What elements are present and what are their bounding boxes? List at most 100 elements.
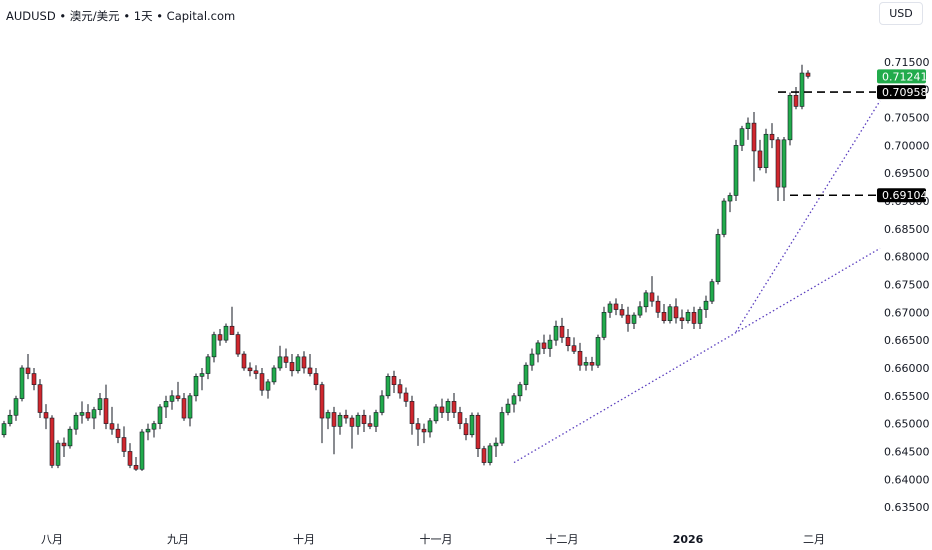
candle-body	[757, 150, 763, 168]
candle-body	[451, 401, 457, 413]
candle-body	[355, 414, 361, 427]
currency-button[interactable]: USD	[879, 2, 923, 25]
candle-body	[403, 392, 409, 402]
candle-body	[589, 362, 595, 366]
candle-body	[97, 398, 103, 411]
y-tick-label: 0.71500	[884, 56, 930, 69]
candle-body	[607, 303, 613, 313]
y-tick-label: 0.66000	[884, 362, 930, 375]
candle-body	[679, 317, 685, 321]
levels-layer	[778, 91, 876, 197]
candle-body	[709, 281, 715, 302]
candle-body	[475, 414, 481, 449]
candle-body	[109, 423, 115, 430]
candle-body	[535, 342, 541, 355]
candle-body	[577, 350, 583, 366]
candle-body	[13, 398, 19, 416]
candle-body	[25, 367, 31, 374]
candle-body	[661, 312, 667, 321]
y-tick-label: 0.66500	[884, 334, 930, 347]
candle-body	[727, 195, 733, 202]
price-tag	[877, 188, 926, 203]
candle-body	[253, 370, 259, 374]
trendline-1	[513, 247, 881, 464]
candle-body	[541, 342, 547, 349]
candle-body	[367, 423, 373, 427]
candle-body	[43, 412, 49, 419]
candle-body	[439, 406, 445, 413]
y-tick-label: 0.64500	[884, 445, 930, 458]
candle-body	[181, 398, 187, 419]
candle-body	[805, 72, 811, 77]
candle-body	[655, 300, 661, 313]
price-tags-layer: 0.71241 0.70958 0.69104	[877, 69, 928, 203]
y-tick-label: 0.63500	[884, 501, 930, 514]
candle-body	[553, 325, 559, 341]
candle-body	[337, 414, 343, 427]
candle-body	[571, 345, 577, 352]
candle-body	[433, 406, 439, 422]
x-tick-label: 2026	[673, 533, 704, 546]
candle-body	[187, 395, 193, 419]
candle-body	[637, 306, 643, 316]
candle-body	[289, 362, 295, 372]
candle-body	[583, 362, 589, 366]
candle-body	[385, 376, 391, 397]
candle-body	[283, 356, 289, 363]
candle-body	[751, 122, 757, 152]
candle-body	[769, 133, 775, 141]
candle-body	[55, 442, 61, 466]
y-tick-label: 0.69500	[884, 167, 930, 180]
candle-body	[73, 414, 79, 430]
candle-body	[685, 312, 691, 321]
candle-body	[133, 465, 139, 470]
candle-body	[445, 401, 451, 413]
candle-body	[175, 395, 181, 399]
candle-body	[613, 303, 619, 310]
candle-body	[31, 373, 37, 385]
candle-body	[469, 414, 475, 436]
candle-body	[559, 325, 565, 338]
y-axis: 0.715000.710000.705000.700000.695000.690…	[884, 56, 930, 514]
candle-body	[37, 384, 43, 413]
candle-body	[223, 325, 229, 341]
candle-body	[217, 334, 223, 341]
candle-body	[211, 334, 217, 358]
candle-body	[523, 364, 529, 385]
candle-body	[85, 412, 91, 419]
candle-body	[775, 139, 781, 188]
candle-body	[331, 412, 337, 427]
candle-body	[421, 428, 427, 433]
candle-body	[721, 200, 727, 235]
candle-body	[265, 381, 271, 391]
trendline-2	[735, 100, 881, 333]
candle-body	[163, 401, 169, 408]
candle-body	[145, 428, 151, 433]
candle-body	[19, 367, 25, 399]
candle-body	[1, 423, 7, 436]
candle-body	[565, 337, 571, 347]
candle-body	[301, 356, 307, 369]
candle-body	[505, 403, 511, 413]
candle-body	[139, 431, 145, 470]
x-tick-label: 十一月	[420, 532, 453, 546]
candle-body	[277, 356, 283, 369]
candle-body	[487, 445, 493, 463]
candle-body	[493, 442, 499, 447]
y-tick-label: 0.68000	[884, 251, 930, 264]
candle-body	[313, 373, 319, 385]
price-tag-label: 0.70958	[882, 86, 928, 99]
candle-body	[49, 417, 55, 466]
price-tag	[877, 69, 926, 84]
candle-body	[781, 139, 787, 188]
y-tick-label: 0.65000	[884, 418, 930, 431]
candle-body	[667, 306, 673, 321]
x-tick-label: 十二月	[546, 532, 579, 546]
candle-body	[229, 325, 235, 335]
candle-body	[193, 376, 199, 397]
candle-body	[79, 412, 85, 416]
candle-body	[397, 384, 403, 394]
candle-body	[91, 409, 97, 419]
candle-body	[157, 406, 163, 424]
